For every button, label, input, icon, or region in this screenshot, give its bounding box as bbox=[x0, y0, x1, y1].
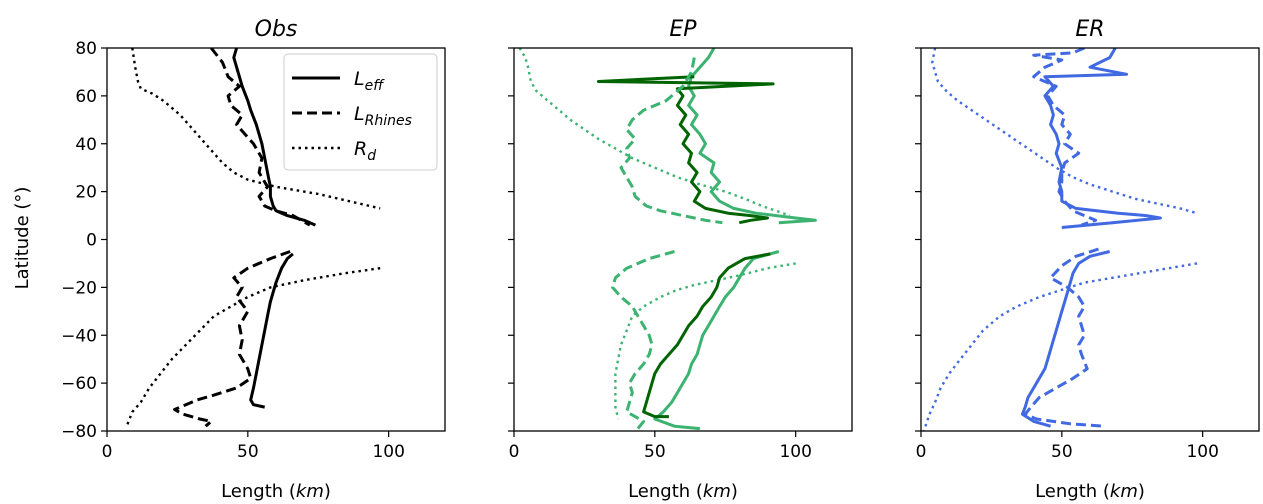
solid-series-line bbox=[249, 252, 294, 409]
x-tick-label: 0 bbox=[916, 442, 927, 462]
panel-title: EP bbox=[669, 17, 697, 42]
x-tick-label: 50 bbox=[237, 442, 259, 462]
x-tick-label: 100 bbox=[372, 442, 404, 462]
y-tick-label: 60 bbox=[75, 87, 97, 107]
legend-entry-label: Rd bbox=[354, 138, 376, 164]
solid-series-line bbox=[642, 252, 771, 419]
y-tick-label: 80 bbox=[75, 39, 97, 59]
legend: Leff LRhines Rd bbox=[283, 53, 438, 171]
dashed-series-line bbox=[619, 57, 723, 225]
panel-obs: Obs 0 50 100 −80 −60 −40 −20 0 20 40 60 80 Length (km… bbox=[61, 17, 446, 502]
panel-ep: EP 0 50 100 Length (km) bbox=[508, 17, 853, 502]
solid-series-line bbox=[653, 250, 780, 431]
x-tick-label: 50 bbox=[1051, 442, 1073, 462]
y-tick-label: 0 bbox=[86, 231, 97, 251]
solid-series-line bbox=[687, 48, 817, 225]
legend-box bbox=[283, 53, 438, 171]
legend-entry-label: LRhines bbox=[354, 103, 412, 129]
dotted-series-line bbox=[922, 262, 1198, 431]
dotted-series-line bbox=[614, 262, 796, 420]
dotted-series-line bbox=[931, 48, 1198, 215]
x-tick-label: 0 bbox=[102, 442, 113, 462]
dotted-series-line bbox=[125, 267, 381, 427]
dashed-series-line bbox=[611, 250, 675, 430]
solid-series-line bbox=[1020, 250, 1111, 428]
y-axis-label: Latitude (°) bbox=[12, 187, 33, 290]
y-tick-label: 40 bbox=[75, 135, 97, 155]
dashed-series-line bbox=[1032, 48, 1098, 227]
legend-entry-label: Leff bbox=[354, 68, 385, 94]
x-tick-label: 0 bbox=[509, 442, 520, 462]
dotted-series-line bbox=[518, 48, 791, 217]
solid-series-line bbox=[1043, 48, 1162, 229]
y-tick-label: −60 bbox=[61, 374, 97, 394]
panel-er: ER 0 50 100 Length (km) bbox=[915, 17, 1260, 502]
dashed-series-line bbox=[1023, 247, 1105, 428]
y-tick-label: −20 bbox=[61, 278, 97, 298]
y-tick-label: −40 bbox=[61, 326, 97, 346]
panel-title: ER bbox=[1075, 17, 1104, 42]
x-axis-label: Length (km) bbox=[221, 481, 331, 502]
x-tick-label: 100 bbox=[779, 442, 811, 462]
x-tick-label: 100 bbox=[1186, 442, 1218, 462]
dashed-series-line bbox=[210, 48, 311, 227]
dotted-series-line bbox=[131, 48, 381, 210]
x-tick-label: 50 bbox=[644, 442, 666, 462]
axes-frame bbox=[513, 47, 853, 432]
y-tick-label: −80 bbox=[61, 422, 97, 442]
dashed-series-line bbox=[173, 250, 291, 428]
x-axis-label: Length (km) bbox=[1035, 481, 1145, 502]
x-axis-label: Length (km) bbox=[628, 481, 738, 502]
solid-series-line bbox=[597, 75, 775, 225]
panel-title: Obs bbox=[255, 17, 298, 42]
axes-frame bbox=[920, 47, 1260, 432]
solid-series-line bbox=[232, 48, 316, 227]
y-tick-label: 20 bbox=[75, 183, 97, 203]
